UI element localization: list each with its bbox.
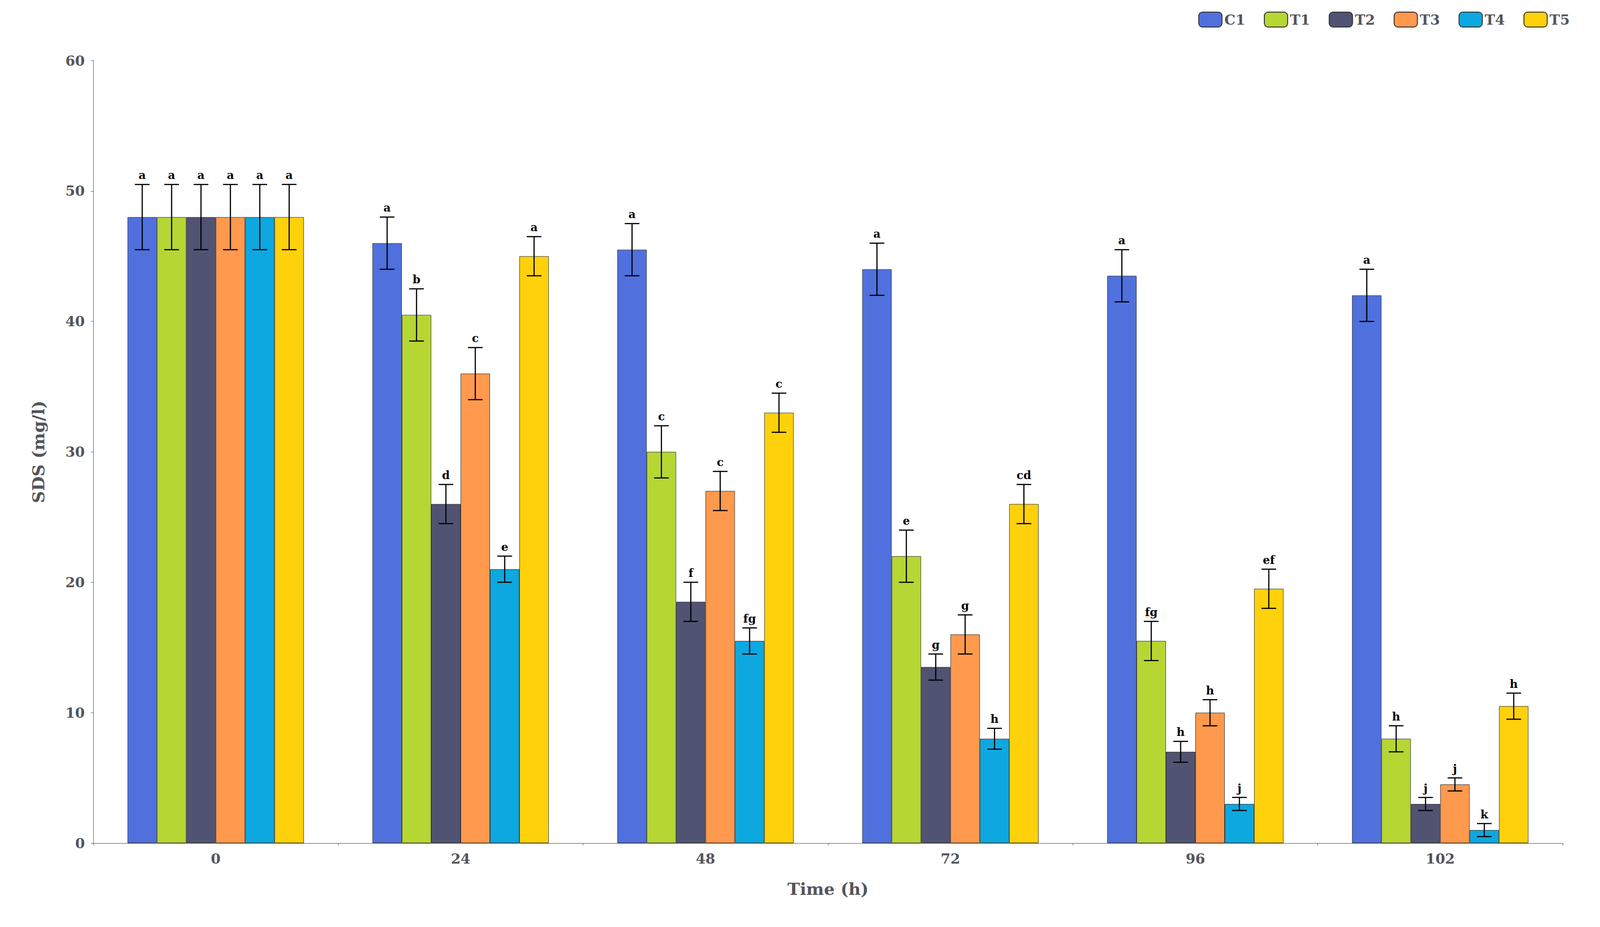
svg-text:a: a (383, 200, 392, 215)
svg-text:fg: fg (743, 612, 756, 626)
svg-text:g: g (931, 638, 940, 652)
svg-text:C1: C1 (1224, 11, 1246, 28)
svg-text:60: 60 (65, 52, 85, 69)
svg-text:T4: T4 (1484, 11, 1505, 28)
svg-text:fg: fg (1144, 605, 1158, 620)
svg-text:c: c (657, 409, 665, 424)
svg-text:20: 20 (65, 574, 85, 591)
svg-text:a: a (138, 168, 146, 182)
svg-text:72: 72 (940, 850, 961, 868)
svg-text:j: j (1452, 762, 1458, 776)
svg-text:102: 102 (1425, 850, 1456, 868)
svg-text:a: a (628, 207, 636, 221)
svg-text:c: c (775, 377, 783, 391)
svg-text:h: h (1206, 683, 1214, 698)
svg-text:a: a (226, 168, 235, 182)
svg-text:cd: cd (1016, 468, 1032, 483)
svg-text:h: h (1509, 677, 1518, 691)
svg-text:e: e (902, 514, 910, 528)
svg-text:a: a (197, 168, 205, 182)
svg-text:a: a (530, 220, 538, 235)
svg-text:h: h (1176, 725, 1185, 739)
svg-text:h: h (1392, 710, 1400, 724)
svg-text:c: c (471, 331, 479, 345)
svg-text:h: h (990, 712, 999, 726)
svg-text:g: g (961, 599, 970, 613)
svg-text:j: j (1422, 781, 1428, 796)
svg-text:96: 96 (1185, 850, 1206, 868)
svg-text:a: a (167, 168, 176, 182)
svg-text:T5: T5 (1549, 11, 1570, 28)
svg-text:a: a (285, 168, 293, 182)
svg-text:j: j (1236, 781, 1242, 796)
svg-text:10: 10 (65, 704, 85, 722)
svg-text:50: 50 (65, 182, 85, 200)
svg-text:T2: T2 (1354, 11, 1375, 28)
svg-text:a: a (1118, 233, 1126, 248)
svg-text:T3: T3 (1419, 11, 1440, 28)
svg-text:b: b (412, 272, 421, 287)
svg-text:a: a (873, 227, 881, 241)
svg-text:a: a (1363, 253, 1371, 267)
svg-text:d: d (441, 468, 450, 483)
svg-text:0: 0 (75, 835, 85, 852)
svg-text:30: 30 (65, 443, 85, 461)
svg-text:24: 24 (450, 850, 471, 868)
svg-text:f: f (688, 566, 695, 580)
svg-text:SDS (mg/l): SDS (mg/l) (28, 400, 49, 504)
svg-text:k: k (1480, 807, 1490, 822)
svg-text:T1: T1 (1289, 11, 1311, 28)
svg-text:40: 40 (65, 313, 85, 330)
svg-text:ef: ef (1262, 553, 1276, 567)
svg-text:Time (h): Time (h) (787, 879, 869, 899)
svg-text:c: c (717, 455, 725, 469)
svg-text:e: e (501, 540, 509, 554)
svg-text:48: 48 (695, 850, 716, 868)
svg-text:0: 0 (210, 850, 221, 868)
svg-text:a: a (255, 168, 264, 182)
